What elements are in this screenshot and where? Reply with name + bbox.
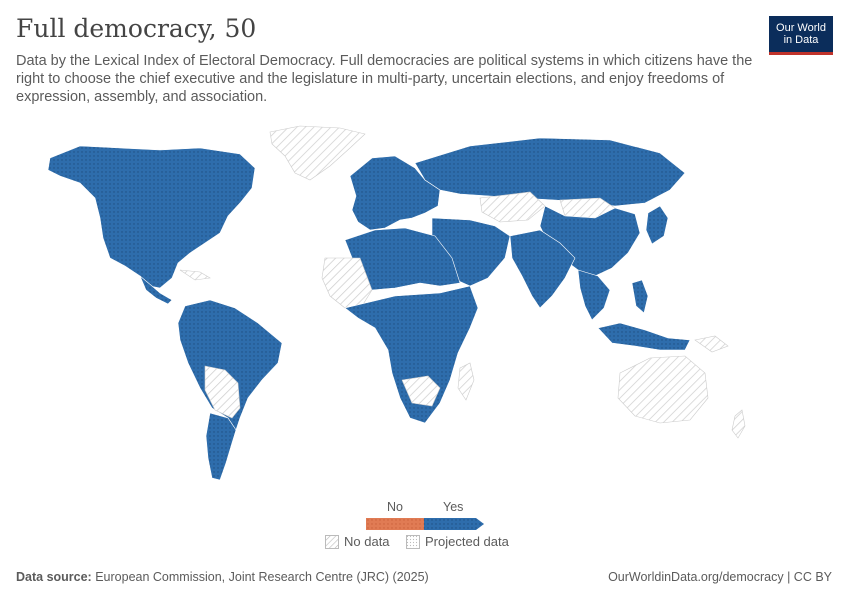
region-subsaharan-africa[interactable] [344, 285, 479, 424]
data-source-text: European Commission, Joint Research Cent… [95, 570, 429, 584]
region-south-america-nodata[interactable] [204, 365, 241, 419]
region-philippines[interactable] [631, 279, 649, 314]
region-southern-africa-nodata[interactable] [401, 375, 441, 407]
logo-line-1: Our World [776, 22, 826, 34]
footer-link[interactable]: OurWorldinData.org/democracy | CC BY [608, 570, 832, 584]
region-caribbean[interactable] [179, 269, 211, 281]
region-japan[interactable] [645, 205, 669, 245]
region-southeast-asia[interactable] [577, 269, 611, 321]
region-north-asia[interactable] [414, 137, 686, 207]
data-source-label: Data source: [16, 570, 92, 584]
chart-subtitle: Data by the Lexical Index of Electoral D… [16, 53, 753, 105]
region-png-nodata[interactable] [694, 335, 729, 353]
region-central-america[interactable] [139, 275, 173, 305]
data-source: Data source: European Commission, Joint … [16, 570, 429, 584]
no-data-swatch-icon [325, 534, 339, 549]
projected-data-label: Projected data [425, 534, 509, 549]
chart-title: Full democracy, 50 [16, 14, 257, 43]
region-south-asia[interactable] [509, 229, 576, 309]
logo-line-2: in Data [783, 34, 819, 46]
region-australia-nodata[interactable] [617, 355, 709, 424]
world-map[interactable] [0, 118, 850, 488]
region-central-asia-nodata[interactable] [479, 191, 546, 223]
legend-color-bar[interactable] [366, 518, 490, 532]
region-new-zealand-nodata[interactable] [731, 409, 746, 439]
owid-logo[interactable]: Our World in Data [769, 16, 833, 55]
legend-no-data[interactable]: No data [325, 534, 390, 549]
legend-label-yes: Yes [443, 500, 464, 514]
region-north-america[interactable] [47, 145, 256, 289]
region-south-america-south[interactable] [205, 412, 237, 481]
projected-data-swatch-icon [406, 534, 420, 549]
legend-label-no: No [387, 500, 403, 514]
region-south-america-north[interactable] [177, 299, 283, 431]
region-madagascar-nodata[interactable] [457, 362, 475, 401]
no-data-label: No data [344, 534, 390, 549]
legend-swatch-yes[interactable] [424, 518, 484, 530]
region-europe[interactable] [349, 155, 441, 231]
region-greenland[interactable] [269, 125, 366, 181]
legend-swatch-no[interactable] [366, 518, 424, 530]
legend-projected[interactable]: Projected data [406, 534, 509, 549]
region-indonesia[interactable] [597, 322, 691, 351]
